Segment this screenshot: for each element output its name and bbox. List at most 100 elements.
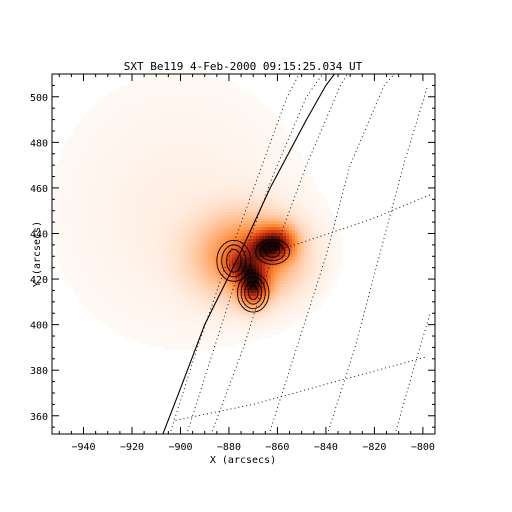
- image-pixel: [106, 239, 109, 242]
- image-pixel: [148, 176, 151, 179]
- image-pixel: [190, 188, 193, 191]
- image-pixel: [172, 134, 175, 137]
- image-pixel: [76, 179, 79, 182]
- image-pixel: [232, 212, 235, 215]
- image-pixel: [232, 254, 235, 257]
- image-pixel: [148, 152, 151, 155]
- image-pixel: [190, 179, 193, 182]
- image-pixel: [124, 107, 127, 110]
- image-pixel: [238, 239, 241, 242]
- image-pixel: [181, 335, 184, 338]
- image-pixel: [163, 236, 166, 239]
- image-pixel: [142, 116, 145, 119]
- image-pixel: [115, 137, 118, 140]
- image-pixel: [172, 335, 175, 338]
- image-pixel: [211, 188, 214, 191]
- image-pixel: [79, 197, 82, 200]
- image-pixel: [238, 113, 241, 116]
- image-pixel: [142, 329, 145, 332]
- image-pixel: [172, 269, 175, 272]
- image-pixel: [205, 95, 208, 98]
- image-pixel: [79, 275, 82, 278]
- image-pixel: [112, 236, 115, 239]
- image-pixel: [193, 200, 196, 203]
- image-pixel: [73, 275, 76, 278]
- image-pixel: [88, 254, 91, 257]
- image-pixel: [226, 332, 229, 335]
- image-pixel: [163, 272, 166, 275]
- image-pixel: [172, 92, 175, 95]
- image-pixel: [160, 131, 163, 134]
- image-pixel: [202, 317, 205, 320]
- image-pixel: [238, 263, 241, 266]
- image-pixel: [208, 92, 211, 95]
- image-pixel: [190, 239, 193, 242]
- image-pixel: [85, 269, 88, 272]
- image-pixel: [220, 146, 223, 149]
- image-pixel: [94, 164, 97, 167]
- image-pixel: [172, 185, 175, 188]
- image-pixel: [181, 92, 184, 95]
- image-pixel: [196, 314, 199, 317]
- image-pixel: [205, 329, 208, 332]
- image-pixel: [172, 191, 175, 194]
- image-pixel: [133, 185, 136, 188]
- image-pixel: [130, 242, 133, 245]
- image-pixel: [172, 239, 175, 242]
- image-pixel: [190, 272, 193, 275]
- image-pixel: [139, 209, 142, 212]
- image-pixel: [235, 95, 238, 98]
- image-pixel: [211, 155, 214, 158]
- image-pixel: [55, 248, 58, 251]
- image-pixel: [199, 275, 202, 278]
- image-pixel: [178, 335, 181, 338]
- image-pixel: [97, 248, 100, 251]
- image-pixel: [94, 293, 97, 296]
- image-pixel: [67, 164, 70, 167]
- image-pixel: [91, 227, 94, 230]
- image-pixel: [100, 116, 103, 119]
- image-pixel: [172, 224, 175, 227]
- image-pixel: [67, 281, 70, 284]
- image-pixel: [154, 200, 157, 203]
- image-pixel: [184, 170, 187, 173]
- image-pixel: [124, 281, 127, 284]
- image-pixel: [100, 188, 103, 191]
- image-pixel: [115, 110, 118, 113]
- image-pixel: [226, 104, 229, 107]
- image-pixel: [157, 158, 160, 161]
- image-pixel: [70, 248, 73, 251]
- image-pixel: [94, 308, 97, 311]
- image-pixel: [76, 137, 79, 140]
- image-pixel: [175, 263, 178, 266]
- image-pixel: [106, 287, 109, 290]
- image-pixel: [109, 176, 112, 179]
- image-pixel: [61, 203, 64, 206]
- image-pixel: [130, 308, 133, 311]
- image-pixel: [94, 263, 97, 266]
- image-pixel: [169, 260, 172, 263]
- image-pixel: [223, 251, 226, 254]
- image-pixel: [127, 212, 130, 215]
- image-pixel: [136, 119, 139, 122]
- image-pixel: [193, 128, 196, 131]
- image-pixel: [172, 296, 175, 299]
- image-pixel: [103, 290, 106, 293]
- image-pixel: [217, 221, 220, 224]
- image-pixel: [79, 224, 82, 227]
- image-pixel: [115, 305, 118, 308]
- image-pixel: [133, 161, 136, 164]
- image-pixel: [103, 152, 106, 155]
- image-pixel: [187, 167, 190, 170]
- image-pixel: [76, 140, 79, 143]
- image-pixel: [112, 149, 115, 152]
- image-pixel: [121, 299, 124, 302]
- image-pixel: [100, 101, 103, 104]
- image-pixel: [85, 239, 88, 242]
- image-pixel: [154, 302, 157, 305]
- image-pixel: [79, 182, 82, 185]
- image-pixel: [154, 191, 157, 194]
- image-pixel: [196, 209, 199, 212]
- image-pixel: [199, 152, 202, 155]
- image-pixel: [121, 179, 124, 182]
